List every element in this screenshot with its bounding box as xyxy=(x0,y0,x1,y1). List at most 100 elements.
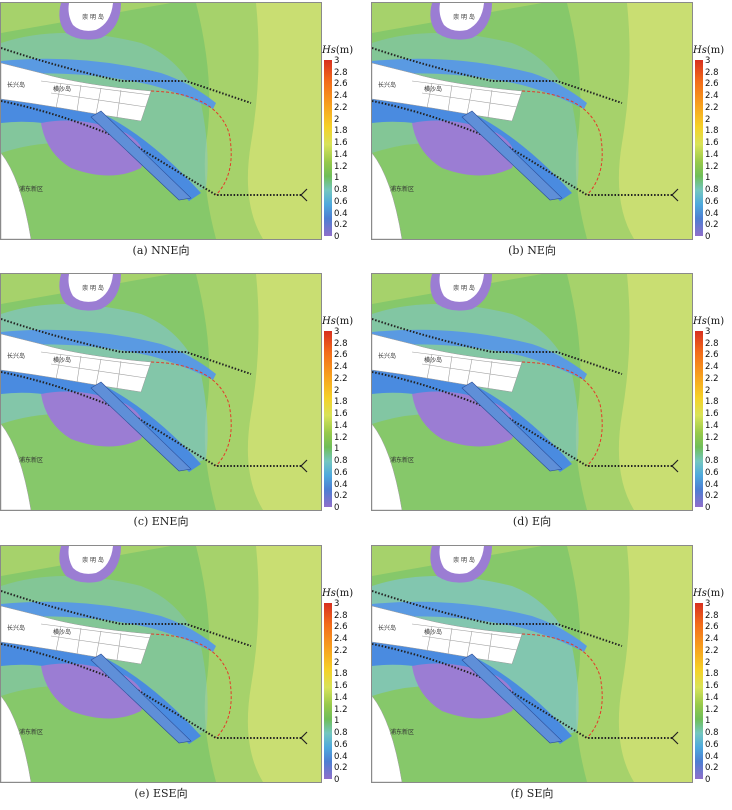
label-pudong: 浦东新区 xyxy=(19,456,43,464)
legend-tick: 0.8 xyxy=(334,456,348,467)
dike-end xyxy=(671,731,679,745)
legend-tick: 0 xyxy=(334,775,340,785)
legend-colorbar xyxy=(324,60,332,236)
legend-tick: 3 xyxy=(705,56,711,66)
legend-tick: 0.8 xyxy=(705,728,719,739)
legend-tick: 1 xyxy=(705,173,711,184)
nav-channel xyxy=(90,653,192,744)
label-hengsha: 横沙岛 xyxy=(424,356,442,364)
legend-tick: 1.8 xyxy=(705,397,719,408)
north-dike xyxy=(372,590,623,647)
legend-title: Hs(m) xyxy=(322,588,354,599)
legend-tick: 0.6 xyxy=(705,739,719,750)
legend-tick: 3 xyxy=(705,327,711,337)
legend-tick: 0.4 xyxy=(705,208,719,219)
legend-tick: 1 xyxy=(334,444,340,455)
legend: Hs(m) 3 2.8 2.6 2.4 2.2 2 1.8 1.6 1.4 1.2 1 0.8 0.6 0… xyxy=(322,545,354,785)
chongming-island xyxy=(68,3,113,31)
label-changxing: 长兴岛 xyxy=(378,352,396,360)
reclamation-grid xyxy=(40,623,152,661)
north-dike xyxy=(372,47,623,104)
legend-tick: 1.2 xyxy=(705,432,719,443)
chongming-island xyxy=(439,274,484,302)
legend: Hs(m) 3 2.8 2.6 2.4 2.2 2 1.8 1.6 1.4 1.2 1 0.8 0.6 0… xyxy=(693,2,725,242)
label-changxing: 长兴岛 xyxy=(378,81,396,89)
north-channel xyxy=(372,58,587,109)
dike-end xyxy=(300,459,308,473)
legend-tick: 2.8 xyxy=(334,338,348,349)
boundary-arc xyxy=(521,633,603,739)
north-channel xyxy=(1,329,216,380)
nav-channel xyxy=(461,381,563,472)
legend-tick: 1.4 xyxy=(334,149,348,160)
legend-tick: 0.8 xyxy=(334,185,348,196)
boundary-arc xyxy=(150,633,232,739)
panel-caption: (a) NNE向 xyxy=(132,244,190,257)
north-channel xyxy=(1,601,216,652)
north-channel xyxy=(372,601,587,652)
hengsha-land xyxy=(1,605,152,665)
map-svg: 崇 明 岛 长兴岛 横沙岛 浦东新区 xyxy=(372,546,692,782)
legend-tick: 2.4 xyxy=(334,634,348,645)
north-channel xyxy=(372,329,587,380)
legend-tick: 3 xyxy=(334,327,340,337)
legend-tick: 0.2 xyxy=(705,220,719,231)
legend-tick: 3 xyxy=(334,56,340,66)
label-chongming: 崇 明 岛 xyxy=(82,556,104,564)
legend-title: Hs(m) xyxy=(693,45,725,56)
legend-title: Hs(m) xyxy=(322,45,354,56)
label-pudong: 浦东新区 xyxy=(390,456,414,464)
legend-tick: 2.6 xyxy=(334,350,348,361)
legend-tick: 0.4 xyxy=(334,479,348,490)
legend-tick: 2 xyxy=(334,657,340,668)
legend-tick: 1.8 xyxy=(705,669,719,680)
north-dike xyxy=(372,318,623,375)
pudong-land xyxy=(372,423,403,510)
reclamation-grid xyxy=(411,623,523,661)
pudong-land xyxy=(372,152,403,239)
label-hengsha: 横沙岛 xyxy=(53,85,71,93)
legend-tick: 2.6 xyxy=(334,79,348,90)
legend-tick: 2.6 xyxy=(705,622,719,633)
legend-tick: 1.6 xyxy=(705,409,719,420)
label-chongming: 崇 明 岛 xyxy=(453,284,475,292)
map-svg: 崇 明 岛 长兴岛 横沙岛 浦东新区 xyxy=(1,3,321,239)
legend-tick: 2.4 xyxy=(705,91,719,102)
legend-tick: 2 xyxy=(334,114,340,125)
legend-tick: 1.4 xyxy=(334,420,348,431)
legend-tick: 0.2 xyxy=(705,763,719,774)
panel-caption: (d) E向 xyxy=(512,515,552,528)
label-hengsha: 横沙岛 xyxy=(424,628,442,636)
pudong-land xyxy=(1,423,32,510)
legend-tick: 2.8 xyxy=(705,338,719,349)
north-channel xyxy=(1,58,216,109)
panel-caption: (b) NE向 xyxy=(508,244,556,257)
label-changxing: 长兴岛 xyxy=(378,624,396,632)
legend-tick: 2.2 xyxy=(705,645,719,656)
nav-channel xyxy=(90,381,192,472)
panel-caption: (e) ESE向 xyxy=(134,787,188,800)
legend-tick: 1 xyxy=(705,716,711,727)
label-chongming: 崇 明 岛 xyxy=(453,556,475,564)
legend-tick: 0.8 xyxy=(705,456,719,467)
legend: Hs(m) 3 2.8 2.6 2.4 2.2 2 1.8 1.6 1.4 1.2 1 0.8 0.6 0… xyxy=(322,273,353,513)
legend-tick: 3 xyxy=(334,599,340,609)
legend-tick: 1.4 xyxy=(705,692,719,703)
map-svg: 崇 明 岛 长兴岛 横沙岛 浦东新区 xyxy=(372,3,692,239)
nav-channel xyxy=(461,653,563,744)
legend: Hs(m) 3 2.8 2.6 2.4 2.2 2 1.8 1.6 1.4 1.2 1 0.8 0.6 0… xyxy=(693,273,724,513)
legend-tick: 1.2 xyxy=(705,704,719,715)
legend-tick: 0.6 xyxy=(334,196,348,207)
legend-tick: 0.4 xyxy=(334,751,348,762)
reclamation-grid xyxy=(40,351,152,389)
panel-4: 崇 明 岛 长兴岛 横沙岛 浦东新区 Hs(m) 3 2.8 2.6 2.4 2.2 2 1… xyxy=(0,545,354,805)
map-svg: 崇 明 岛 长兴岛 横沙岛 浦东新区 xyxy=(372,274,692,510)
pudong-land xyxy=(372,695,403,782)
hengsha-land xyxy=(372,62,523,122)
legend-tick: 1.6 xyxy=(705,138,719,149)
hengsha-land xyxy=(1,62,152,122)
nav-channel xyxy=(461,110,563,201)
legend-tick: 2.8 xyxy=(705,67,719,78)
north-dike xyxy=(1,318,252,375)
legend-tick: 0.2 xyxy=(334,491,348,502)
